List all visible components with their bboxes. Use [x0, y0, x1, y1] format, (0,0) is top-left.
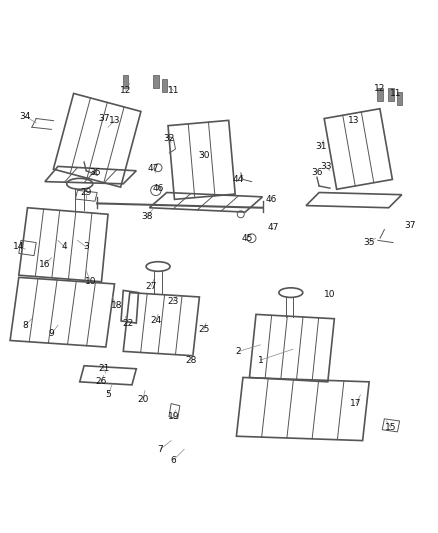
Text: 10: 10 [324, 290, 336, 300]
Text: 20: 20 [137, 395, 148, 403]
Text: 28: 28 [185, 356, 196, 365]
Text: 22: 22 [122, 319, 133, 328]
Text: 37: 37 [404, 221, 415, 230]
Text: 34: 34 [20, 112, 31, 121]
Text: 26: 26 [96, 377, 107, 386]
Text: 18: 18 [111, 301, 123, 310]
Text: 16: 16 [39, 260, 51, 269]
Text: 4: 4 [62, 243, 67, 252]
Bar [153, 75, 159, 88]
Text: 47: 47 [268, 223, 279, 232]
Text: 11: 11 [389, 89, 401, 98]
Text: 36: 36 [311, 168, 323, 177]
Text: 15: 15 [385, 423, 397, 432]
Bar [397, 92, 402, 106]
Text: 13: 13 [109, 116, 120, 125]
Text: 45: 45 [242, 233, 253, 243]
Text: 13: 13 [348, 116, 360, 125]
Text: 37: 37 [98, 114, 110, 123]
Text: 23: 23 [168, 297, 179, 306]
Text: 32: 32 [163, 134, 175, 143]
Text: 12: 12 [374, 84, 386, 93]
Text: 44: 44 [233, 175, 244, 184]
Text: 3: 3 [83, 243, 89, 252]
Text: 10: 10 [85, 277, 96, 286]
Text: 36: 36 [89, 168, 101, 177]
Text: 47: 47 [148, 164, 159, 173]
Text: 38: 38 [141, 212, 153, 221]
Text: 8: 8 [22, 321, 28, 330]
Text: 35: 35 [364, 238, 375, 247]
Text: 27: 27 [146, 281, 157, 290]
Text: 19: 19 [168, 412, 179, 421]
Text: 7: 7 [157, 445, 163, 454]
Bar [389, 88, 393, 101]
Text: 14: 14 [13, 243, 25, 252]
Text: 46: 46 [265, 195, 277, 204]
Text: 6: 6 [170, 456, 176, 465]
Bar [123, 75, 128, 88]
Text: 31: 31 [315, 142, 327, 151]
Text: 9: 9 [49, 329, 54, 338]
Text: 1: 1 [258, 356, 263, 365]
Text: 2: 2 [236, 347, 241, 356]
Text: 12: 12 [120, 86, 131, 95]
Text: 46: 46 [152, 184, 164, 192]
Text: 21: 21 [98, 364, 110, 373]
Text: 24: 24 [150, 317, 162, 326]
Text: 25: 25 [198, 325, 209, 334]
Text: 5: 5 [105, 390, 111, 399]
Text: 29: 29 [81, 188, 92, 197]
Bar [378, 88, 383, 101]
Bar [162, 79, 167, 92]
Text: 33: 33 [320, 162, 332, 171]
Text: 17: 17 [350, 399, 362, 408]
Text: 30: 30 [198, 151, 209, 160]
Text: 11: 11 [168, 86, 179, 95]
